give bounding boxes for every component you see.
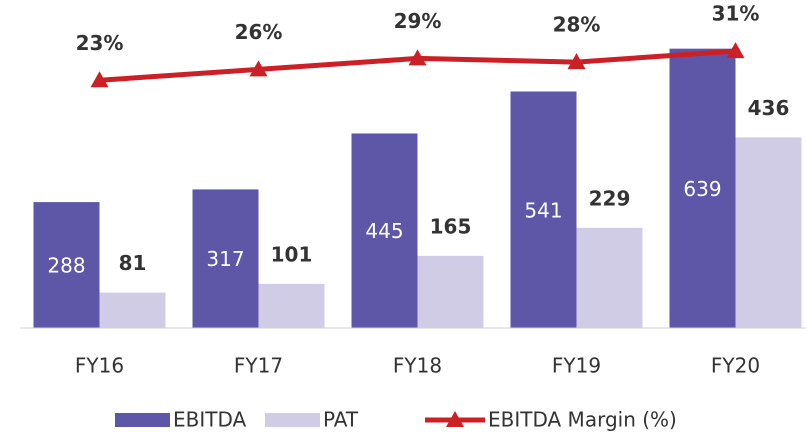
bar	[735, 137, 802, 328]
x-tick-label: FY17	[234, 354, 283, 378]
data-label: 436	[748, 96, 790, 120]
legend-label: EBITDA Margin (%)	[488, 408, 677, 432]
data-label: 288	[47, 254, 85, 278]
data-label: 445	[365, 219, 403, 243]
bar	[33, 202, 100, 328]
legend-marker	[446, 411, 464, 427]
data-label: 28%	[553, 13, 601, 37]
marker	[567, 53, 586, 70]
legend-swatch	[265, 413, 320, 427]
data-label: 165	[430, 214, 472, 238]
legend-swatch	[115, 413, 170, 427]
data-label: 229	[589, 186, 631, 210]
x-tick-label: FY16	[75, 354, 124, 378]
data-label: 541	[524, 198, 562, 222]
data-label: 29%	[394, 9, 442, 33]
x-tick-label: FY20	[711, 354, 760, 378]
data-label: 81	[119, 251, 147, 275]
x-tick-label: FY19	[552, 354, 601, 378]
data-label: 317	[206, 247, 244, 271]
marker	[408, 49, 427, 66]
data-label: 23%	[76, 31, 124, 55]
data-label: 101	[271, 242, 313, 266]
x-tick-label: FY18	[393, 354, 442, 378]
bar	[417, 255, 484, 328]
bar	[192, 189, 259, 328]
bar	[669, 48, 736, 329]
bar	[510, 91, 577, 329]
bar	[99, 292, 166, 328]
data-label: 26%	[235, 20, 283, 44]
marker	[90, 71, 109, 88]
marker	[249, 60, 268, 77]
bar	[351, 133, 418, 328]
bar	[258, 283, 325, 328]
legend-label: PAT	[323, 408, 359, 432]
data-label: 31%	[712, 2, 760, 26]
marker	[726, 42, 745, 59]
bar	[576, 227, 643, 328]
legend-label: EBITDA	[173, 408, 247, 432]
data-label: 639	[683, 177, 721, 201]
